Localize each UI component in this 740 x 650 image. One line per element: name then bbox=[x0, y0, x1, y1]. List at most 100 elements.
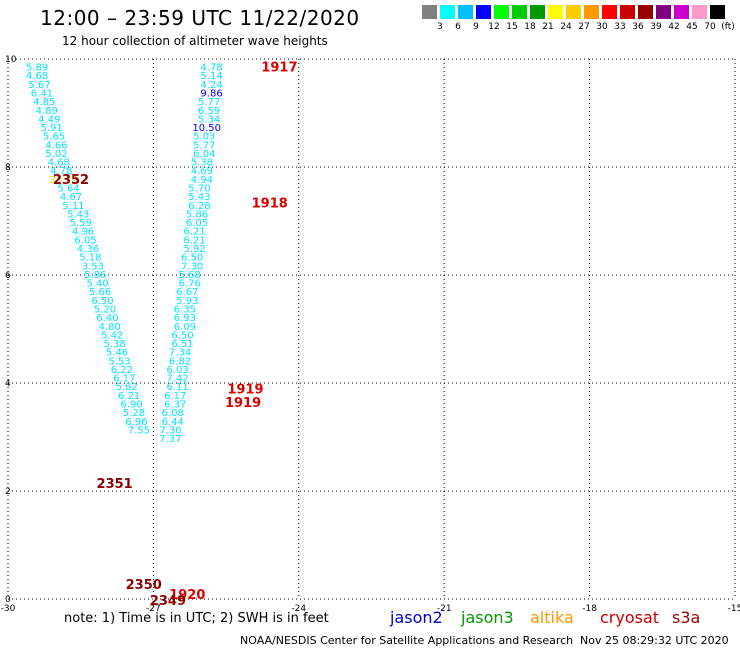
y-tick-label: 6 bbox=[5, 271, 11, 281]
wave-height-label: 4.66 bbox=[45, 140, 67, 151]
wave-height-label: 5.18 bbox=[79, 253, 101, 264]
wave-height-label: 4.36 bbox=[77, 244, 99, 255]
y-tick-label: 10 bbox=[5, 55, 17, 65]
wave-height-label: 6.21 bbox=[183, 227, 205, 238]
wave-height-label: 5.64 bbox=[57, 184, 79, 195]
wave-height-label: 7.30 bbox=[181, 261, 203, 272]
footer-timestamp: Nov 25 08:29:32 UTC 2020 bbox=[580, 634, 729, 647]
wave-height-label: 5.46 bbox=[106, 348, 128, 359]
x-tick-label: -21 bbox=[437, 604, 452, 614]
wave-height-label: 6.37 bbox=[164, 400, 186, 411]
x-tick-label: -15 bbox=[728, 604, 740, 614]
legend-swatch bbox=[638, 5, 653, 19]
wave-height-label: 5.42 bbox=[101, 330, 123, 341]
wave-height-label: 3.53 bbox=[82, 261, 104, 272]
wave-height-label: 5.68 bbox=[179, 270, 201, 281]
legend-swatch bbox=[584, 5, 599, 19]
x-tick-label: -18 bbox=[582, 604, 597, 614]
wave-height-label: 5.77 bbox=[193, 140, 215, 151]
wave-height-label: 9.86 bbox=[200, 88, 222, 99]
wave-height-label: 4.89 bbox=[36, 106, 58, 117]
wave-height-label: 4.49 bbox=[38, 114, 60, 125]
wave-height-label: 6.82 bbox=[169, 356, 191, 367]
legend-label: 3 bbox=[437, 22, 443, 32]
wave-height-label: 4.85 bbox=[33, 97, 55, 108]
sat-label-s3a: s3a bbox=[672, 608, 701, 627]
wave-height-label: 5.03 bbox=[193, 132, 215, 143]
wave-height-label: 5.43 bbox=[67, 209, 89, 220]
pass-time-label: 1918 bbox=[252, 197, 288, 212]
pass-time-label: 1919 bbox=[227, 382, 263, 397]
legend-label: 15 bbox=[506, 22, 518, 32]
legend-label: 18 bbox=[524, 22, 536, 32]
wave-height-label: 5.67 bbox=[28, 80, 50, 91]
pass-time-label: 2349 bbox=[150, 594, 186, 609]
wave-height-label: 6.03 bbox=[167, 365, 189, 376]
wave-height-label: 7.55 bbox=[128, 425, 150, 436]
legend-label: (ft) bbox=[721, 22, 735, 32]
wave-height-label: 5.93 bbox=[176, 296, 198, 307]
legend-label: 30 bbox=[596, 22, 608, 32]
wave-height-label: 4.96 bbox=[72, 227, 94, 238]
pass-time-label: 2351 bbox=[97, 477, 133, 492]
wave-height-label: 5.89 bbox=[26, 63, 48, 74]
wave-height-label: 6.76 bbox=[179, 279, 201, 290]
y-tick-label: 0 bbox=[5, 595, 11, 605]
wave-height-label: 6.21 bbox=[118, 391, 140, 402]
units-note: note: 1) Time is in UTC; 2) SWH is in fe… bbox=[64, 611, 329, 626]
wave-height-label: 5.20 bbox=[94, 304, 116, 315]
wave-height-label: 6.05 bbox=[74, 235, 96, 246]
wave-height-label: 6.50 bbox=[181, 253, 203, 264]
wave-height-label: 6.08 bbox=[162, 408, 184, 419]
y-tick-label: 2 bbox=[5, 487, 11, 497]
legend-swatch bbox=[458, 5, 473, 19]
chart-subtitle: 12 hour collection of altimeter wave hei… bbox=[62, 34, 328, 48]
wave-height-label: 6.21 bbox=[183, 235, 205, 246]
wave-height-label: 5.91 bbox=[40, 123, 62, 134]
x-tick-label: -24 bbox=[291, 604, 306, 614]
wave-height-label: 6.09 bbox=[174, 322, 196, 333]
wave-height-label: 6.51 bbox=[171, 339, 193, 350]
legend-swatch bbox=[566, 5, 581, 19]
wave-height-label: 6.35 bbox=[174, 304, 196, 315]
wave-height-label: 4.94 bbox=[191, 175, 213, 186]
legend-label: 6 bbox=[455, 22, 461, 32]
wave-height-label: 5.59 bbox=[70, 218, 92, 229]
wave-height-label: 6.40 bbox=[96, 313, 118, 324]
wave-height-label: 6.50 bbox=[91, 296, 113, 307]
wave-height-label: 6.28 bbox=[188, 201, 210, 212]
legend-swatch bbox=[494, 5, 509, 19]
legend-label: 36 bbox=[632, 22, 644, 32]
pass-time-label: 1917 bbox=[261, 61, 297, 76]
wave-height-label: 4.78 bbox=[200, 63, 222, 74]
legend-swatch bbox=[674, 5, 689, 19]
wave-height-label: 7.37 bbox=[159, 434, 181, 445]
wave-height-label: 23.72 bbox=[49, 175, 78, 186]
wave-height-label: 4.69 bbox=[191, 166, 213, 177]
legend-swatch bbox=[476, 5, 491, 19]
pass-time-label: 1920 bbox=[169, 588, 205, 603]
sat-label-jason3: jason3 bbox=[461, 608, 514, 627]
wave-height-label: 6.59 bbox=[198, 106, 220, 117]
wave-height-label: 5.86 bbox=[186, 209, 208, 220]
legend-label: 45 bbox=[686, 22, 698, 32]
wave-height-label: 5.38 bbox=[191, 158, 213, 169]
legend-label: 12 bbox=[488, 22, 500, 32]
wave-height-label: 5.82 bbox=[116, 382, 138, 393]
wave-height-label: 5.53 bbox=[108, 356, 130, 367]
legend-label: 27 bbox=[578, 22, 590, 32]
wave-height-label: 5.43 bbox=[188, 192, 210, 203]
wave-height-label: 6.50 bbox=[171, 330, 193, 341]
wave-height-label: 5.14 bbox=[200, 71, 222, 82]
legend-label: 70 bbox=[704, 22, 716, 32]
legend-swatch bbox=[620, 5, 635, 19]
wave-height-label: 5.02 bbox=[45, 149, 67, 160]
legend-swatch bbox=[692, 5, 707, 19]
wave-height-label: 4.68 bbox=[48, 158, 70, 169]
wave-height-label: 5.86 bbox=[84, 270, 106, 281]
x-tick-label: -27 bbox=[146, 604, 161, 614]
wave-height-label: 6.41 bbox=[31, 88, 53, 99]
legend-swatch bbox=[422, 5, 437, 19]
wave-height-label: 5.28 bbox=[123, 408, 145, 419]
